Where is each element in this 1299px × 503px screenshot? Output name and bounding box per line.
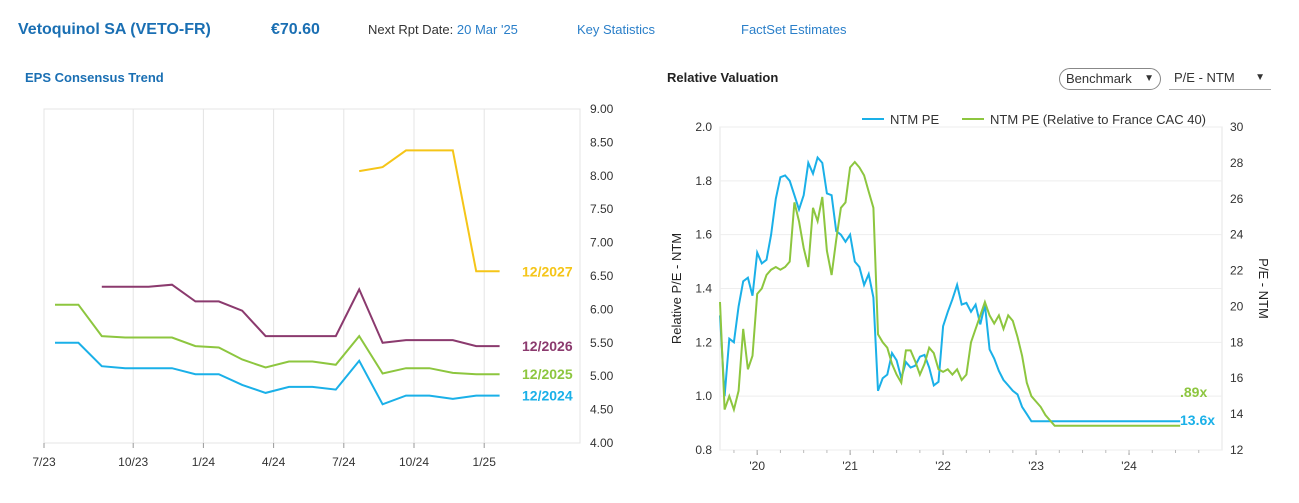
y-tick-label: 5.00 [590, 369, 614, 383]
y-tick-label: 8.00 [590, 169, 614, 183]
x-tick-label: '23 [1028, 459, 1044, 473]
y-tick-label: 5.50 [590, 336, 614, 350]
right-y-tick-label: 26 [1230, 192, 1244, 206]
left-y-tick-label: 1.6 [695, 228, 712, 242]
right-y-tick-label: 20 [1230, 299, 1244, 313]
series-label: 12/2026 [522, 338, 573, 354]
next-report-label: Next Rpt Date: [368, 22, 454, 37]
x-tick-label: '22 [935, 459, 951, 473]
series-line [719, 160, 1181, 427]
series-label: 12/2025 [522, 366, 573, 382]
metric-select-value: P/E - NTM [1174, 70, 1235, 85]
eps-chart-title: EPS Consensus Trend [25, 70, 164, 85]
series-line [719, 155, 1181, 423]
series-line [101, 283, 500, 348]
legend-label: NTM PE [890, 112, 939, 127]
right-axis-label: P/E - NTM [1256, 258, 1271, 319]
next-report-value: 20 Mar '25 [456, 22, 518, 37]
eps-consensus-chart: 7/23 10/23 1/24 4/24 7/24 10/24 1/25 4.00 4.50 5.… [32, 102, 614, 469]
x-tick-label: 1/24 [192, 455, 216, 469]
y-tick-label: 9.00 [590, 102, 614, 116]
stock-price: €70.60 [271, 21, 320, 38]
right-y-tick-label: 16 [1230, 371, 1244, 385]
right-y-tick-label: 12 [1230, 443, 1244, 457]
series-line [55, 303, 500, 376]
x-tick-label: 1/25 [473, 455, 497, 469]
left-y-tick-label: 1.4 [695, 282, 712, 296]
x-tick-label: 10/24 [399, 455, 429, 469]
valuation-chart-title: Relative Valuation [667, 70, 779, 85]
left-y-tick-label: 1.0 [695, 389, 712, 403]
y-tick-label: 4.50 [590, 403, 614, 417]
left-y-tick-label: 2.0 [695, 120, 712, 134]
x-tick-label: 7/24 [332, 455, 356, 469]
right-y-tick-label: 18 [1230, 335, 1244, 349]
right-y-tick-label: 14 [1230, 407, 1244, 421]
y-tick-label: 4.00 [590, 436, 614, 450]
end-label: .89x [1180, 384, 1207, 400]
x-tick-label: '20 [749, 459, 765, 473]
end-label: 13.6x [1180, 412, 1215, 428]
left-axis-label: Relative P/E - NTM [669, 233, 684, 344]
y-tick-label: 7.00 [590, 236, 614, 250]
x-tick-label: '24 [1121, 459, 1137, 473]
left-y-tick-label: 1.8 [695, 174, 712, 188]
x-tick-label: 7/23 [32, 455, 56, 469]
x-tick-label: 4/24 [262, 455, 286, 469]
right-y-tick-label: 24 [1230, 228, 1244, 242]
benchmark-dropdown[interactable]: Benchmark ▼ [1059, 68, 1161, 90]
x-tick-label: '21 [842, 459, 858, 473]
right-y-tick-label: 22 [1230, 264, 1244, 278]
y-tick-label: 7.50 [590, 202, 614, 216]
series-line [359, 149, 500, 273]
series-label: 12/2027 [522, 263, 573, 279]
x-tick-label: 10/23 [118, 455, 148, 469]
legend-label: NTM PE (Relative to France CAC 40) [990, 112, 1206, 127]
series-label: 12/2024 [522, 388, 573, 404]
chevron-down-icon: ▼ [1144, 73, 1154, 84]
y-tick-label: 6.50 [590, 269, 614, 283]
left-y-tick-label: 1.2 [695, 335, 712, 349]
company-name[interactable]: Vetoquinol SA (VETO-FR) [18, 21, 211, 38]
factset-estimates-link[interactable]: FactSet Estimates [741, 22, 847, 37]
benchmark-label: Benchmark [1066, 71, 1132, 86]
quote-header: Vetoquinol SA (VETO-FR) €70.60 Next Rpt … [0, 0, 1299, 60]
right-y-tick-label: 30 [1230, 120, 1244, 134]
metric-select[interactable]: P/E - NTM ▼ [1169, 68, 1271, 90]
key-statistics-link[interactable]: Key Statistics [577, 22, 656, 37]
chevron-down-icon: ▼ [1255, 72, 1265, 83]
y-tick-label: 6.00 [590, 302, 614, 316]
next-report-date: Next Rpt Date: 20 Mar '25 [368, 22, 518, 37]
left-y-tick-label: 0.8 [695, 443, 712, 457]
y-tick-label: 8.50 [590, 135, 614, 149]
right-y-tick-label: 28 [1230, 156, 1244, 170]
series-line [55, 341, 500, 406]
